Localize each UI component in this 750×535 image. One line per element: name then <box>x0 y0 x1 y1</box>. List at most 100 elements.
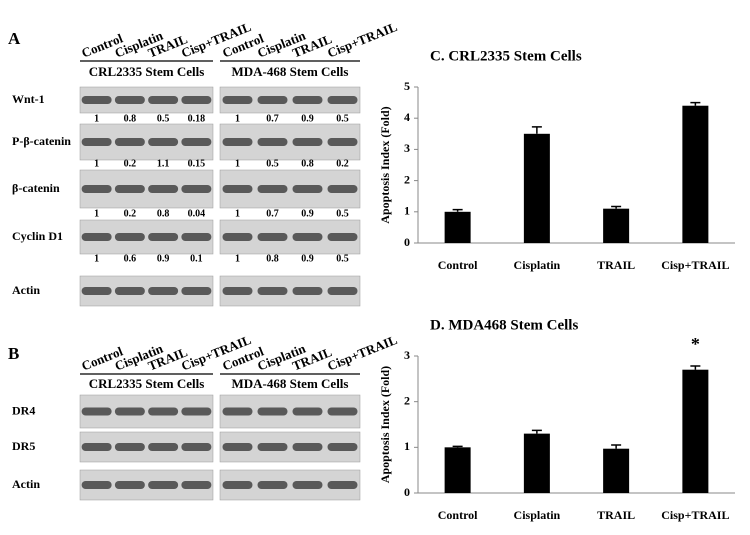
blot-band <box>181 138 212 146</box>
chart-title: D. MDA468 Stem Cells <box>430 317 578 333</box>
blot-band <box>148 96 179 104</box>
blot-band <box>148 481 179 489</box>
quant-value: 0.9 <box>301 113 314 124</box>
row-label: Cyclin D1 <box>12 229 63 243</box>
row-label: β-catenin <box>12 181 60 195</box>
blot-band <box>181 481 212 489</box>
blot-band <box>257 407 288 416</box>
y-tick-label: 3 <box>404 348 410 362</box>
blot-band <box>181 407 212 416</box>
blot-band <box>257 287 288 295</box>
row-label: P-β-catenin <box>12 134 71 148</box>
blot-band <box>292 96 323 104</box>
x-tick-label: Control <box>438 508 478 522</box>
blot-band <box>222 287 253 295</box>
quant-value: 0.9 <box>301 208 314 219</box>
x-tick-label: Cisplatin <box>514 508 561 522</box>
blot-band <box>257 138 288 146</box>
quant-value: 0.8 <box>301 158 314 169</box>
blot-band <box>114 96 145 104</box>
quant-value: 0.6 <box>124 253 137 264</box>
quant-value: 0.7 <box>266 113 279 124</box>
quant-value: 0.5 <box>157 113 170 124</box>
blot-band <box>292 233 323 241</box>
blot-band <box>181 443 212 451</box>
blot-band <box>257 185 288 193</box>
blot-band <box>292 185 323 193</box>
blot-band <box>148 287 179 295</box>
error-bar <box>690 101 701 106</box>
y-tick-label: 4 <box>404 110 410 124</box>
y-axis-label: Apoptosis Index (Fold) <box>378 366 392 483</box>
blot-band <box>181 287 212 295</box>
blot-band <box>114 233 145 241</box>
blot-band <box>257 481 288 489</box>
blot-band <box>327 287 358 295</box>
blot-band <box>292 287 323 295</box>
quant-value: 0.5 <box>336 113 349 124</box>
quant-value: 0.04 <box>188 208 206 219</box>
quant-value: 1 <box>235 113 240 124</box>
blot-band <box>114 138 145 146</box>
blot-band <box>81 481 112 489</box>
quant-value: 0.8 <box>124 113 137 124</box>
blot-band <box>114 443 145 451</box>
quant-value: 0.9 <box>157 253 170 264</box>
y-tick-label: 2 <box>404 393 410 407</box>
blot-band <box>81 138 112 146</box>
y-tick-label: 3 <box>404 141 410 155</box>
annotation: * <box>691 334 700 354</box>
blot-band <box>148 138 179 146</box>
blot-band <box>81 185 112 193</box>
bar <box>603 448 630 493</box>
quant-value: 0.1 <box>190 253 203 264</box>
row-label: Wnt-1 <box>12 92 45 106</box>
row-label: Actin <box>12 477 40 491</box>
error-bar <box>531 126 542 134</box>
quant-value: 1.1 <box>157 158 170 169</box>
blot-band <box>292 407 323 416</box>
row-label: Actin <box>12 283 40 297</box>
group-label: CRL2335 Stem Cells <box>89 376 205 391</box>
blot-band <box>81 287 112 295</box>
blot-band <box>222 138 253 146</box>
quant-value: 0.5 <box>336 253 349 264</box>
quant-value: 0.7 <box>266 208 279 219</box>
bar <box>682 369 709 493</box>
quant-value: 1 <box>235 208 240 219</box>
x-tick-label: TRAIL <box>597 258 635 272</box>
quant-value: 0.8 <box>157 208 170 219</box>
blot-band <box>148 233 179 241</box>
x-tick-label: Control <box>438 258 478 272</box>
y-tick-label: 2 <box>404 172 410 186</box>
lane-label: Cisp+TRAIL <box>325 19 399 61</box>
quant-value: 0.15 <box>188 158 206 169</box>
y-axis-label: Apoptosis Index (Fold) <box>378 106 392 223</box>
x-tick-label: Cisp+TRAIL <box>661 508 729 522</box>
quant-value: 0.8 <box>266 253 279 264</box>
bar <box>444 447 471 493</box>
blot-band <box>292 481 323 489</box>
blot-band <box>114 407 145 416</box>
quant-value: 1 <box>235 158 240 169</box>
error-bar <box>611 444 622 449</box>
quant-value: 0.18 <box>188 113 206 124</box>
quant-value: 1 <box>94 208 99 219</box>
blot-band <box>222 185 253 193</box>
quant-value: 0.2 <box>124 208 137 219</box>
blot-band <box>257 443 288 451</box>
blot-band <box>148 443 179 451</box>
blot-band <box>327 481 358 489</box>
blot-band <box>181 233 212 241</box>
blot-band <box>148 407 179 416</box>
x-tick-label: Cisp+TRAIL <box>661 258 729 272</box>
blot-band <box>222 233 253 241</box>
blot-band <box>222 443 253 451</box>
panel-label: B <box>8 344 19 363</box>
error-bar <box>690 365 701 370</box>
error-bar <box>452 208 463 212</box>
blot-band <box>114 287 145 295</box>
blot-band <box>114 481 145 489</box>
blot-band <box>222 407 253 416</box>
